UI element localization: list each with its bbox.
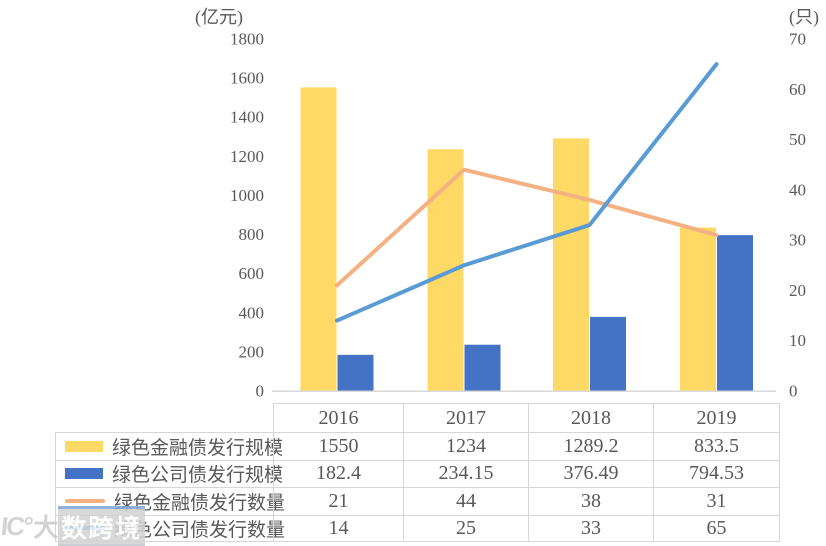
watermark-logo-icon: IC° xyxy=(0,510,34,541)
legend-row-绿色金融债发行规模: 绿色金融债发行规模 xyxy=(55,432,283,460)
legend-swatch-line xyxy=(65,526,105,531)
legend-row-绿色公司债发行数量: 绿色公司债发行数量 xyxy=(55,514,285,542)
right-axis-tick-label: 40 xyxy=(789,180,806,199)
table-value-cell: 1234 xyxy=(403,432,528,460)
table-year-header: 2018 xyxy=(528,403,653,432)
table-year-header: 2017 xyxy=(403,403,528,432)
line-绿色金融债发行数量 xyxy=(335,167,719,288)
legend-label: 绿色公司债发行规模 xyxy=(112,465,284,487)
line-绿色公司债发行数量 xyxy=(335,62,719,323)
left-axis-unit-label: (亿元) xyxy=(195,7,243,28)
table-value-cell: 33 xyxy=(528,514,653,542)
table-value-cell: 234.15 xyxy=(403,459,528,487)
legend-row-绿色金融债发行数量: 绿色金融债发行数量 xyxy=(55,487,285,515)
table-value-cell: 44 xyxy=(403,487,528,515)
bar-绿色金融债发行规模-2018 xyxy=(553,138,589,391)
table-value-cell: 833.5 xyxy=(653,432,780,460)
left-axis-tick-label: 1800 xyxy=(230,30,264,49)
table-value-cell: 794.53 xyxy=(653,459,780,487)
legend-swatch-line xyxy=(65,499,105,504)
right-axis-tick-label: 20 xyxy=(789,281,806,300)
table-value-cell: 376.49 xyxy=(528,459,653,487)
bar-绿色公司债发行规模-2017 xyxy=(464,344,501,391)
table-year-header: 2019 xyxy=(653,403,780,432)
data-table: 2016 2017 2018 2019 绿色金融债发行规模 1550 1234 1289.2 8… xyxy=(55,403,780,542)
right-axis-tick-label: 0 xyxy=(789,382,798,401)
table-value-cell: 182.4 xyxy=(273,459,403,487)
combo-chart: (亿元) (只)020040060080010001200140016001800… xyxy=(195,7,819,401)
right-axis-tick-label: 10 xyxy=(789,331,806,350)
bar-绿色公司债发行规模-2019 xyxy=(717,235,753,391)
left-axis-tick-label: 1000 xyxy=(230,186,264,205)
legend-swatch-bar xyxy=(65,440,103,452)
table-value-cell: 21 xyxy=(273,487,403,515)
bar-绿色公司债发行规模-2018 xyxy=(590,316,626,391)
table-year-header: 2016 xyxy=(273,403,403,432)
bar-绿色金融债发行规模-2019 xyxy=(680,227,716,391)
right-axis-tick-label: 60 xyxy=(789,80,806,99)
bar-绿色公司债发行规模-2016 xyxy=(337,354,374,391)
legend-label: 绿色金融债发行数量 xyxy=(114,492,286,514)
legend-row-绿色公司债发行规模: 绿色公司债发行规模 xyxy=(55,459,283,487)
table-value-cell: 38 xyxy=(528,487,653,515)
left-axis-tick-label: 1400 xyxy=(230,108,264,127)
right-axis-tick-label: 50 xyxy=(789,130,806,149)
legend-swatch-bar xyxy=(65,468,103,480)
table-value-cell: 31 xyxy=(653,487,780,515)
table-value-cell: 25 xyxy=(403,514,528,542)
left-axis-tick-label: 0 xyxy=(256,382,265,401)
left-axis-tick-label: 400 xyxy=(239,303,265,322)
right-axis-tick-label: 30 xyxy=(789,231,806,250)
legend-label: 绿色金融债发行规模 xyxy=(112,437,284,459)
table-corner-cell xyxy=(55,403,273,432)
left-axis-tick-label: 800 xyxy=(239,225,265,244)
left-axis-tick-label: 200 xyxy=(239,342,265,361)
table-value-cell: 1550 xyxy=(273,432,403,460)
right-axis-tick-label: 70 xyxy=(789,30,806,49)
table-value-cell: 14 xyxy=(273,514,403,542)
right-axis-unit-label: (只) xyxy=(789,7,819,28)
table-value-cell: 65 xyxy=(653,514,780,542)
table-value-cell: 1289.2 xyxy=(528,432,653,460)
left-axis-tick-label: 1600 xyxy=(230,69,264,88)
left-axis-tick-label: 1200 xyxy=(230,147,264,166)
bar-绿色金融债发行规模-2016 xyxy=(300,87,337,391)
left-axis-tick-label: 600 xyxy=(239,264,265,283)
legend-label: 绿色公司债发行数量 xyxy=(114,519,286,541)
